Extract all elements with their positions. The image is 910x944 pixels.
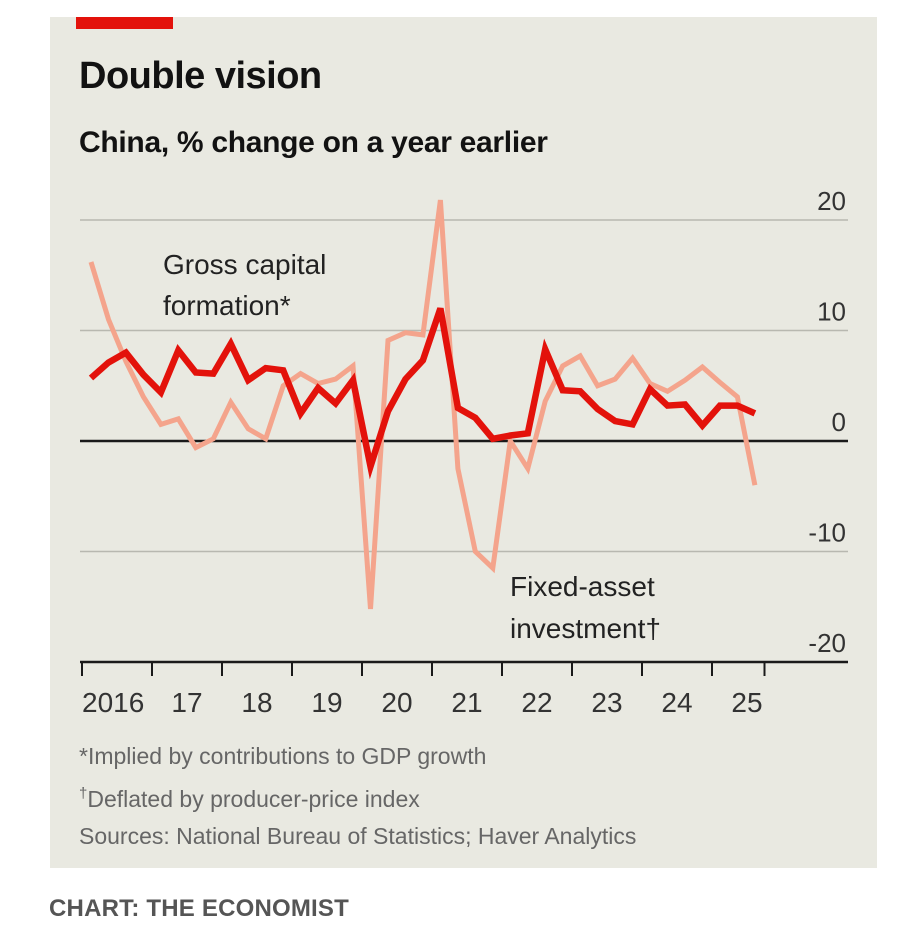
- x-tick-label: 23: [591, 687, 622, 718]
- y-axis-labels: 20 10 0 -10 -20: [808, 186, 846, 658]
- annotation-fixed-asset-line1: Fixed-asset: [510, 571, 655, 602]
- annotations: Gross capital formation* Fixed-asset inv…: [163, 249, 661, 644]
- footnote-1-text: Implied by contributions to GDP growth: [87, 743, 487, 769]
- annotation-gross-capital-line1: Gross capital: [163, 249, 326, 280]
- footnote-2-mark: †: [79, 785, 88, 802]
- chart-panel: [50, 17, 877, 868]
- x-axis: 2016 17 18 19 20 21 22 23 24 25: [80, 660, 848, 718]
- footnote-2-text: Deflated by producer-price index: [87, 786, 420, 812]
- footnote-2: †Deflated by producer-price index: [79, 775, 636, 818]
- footnotes: *Implied by contributions to GDP growth …: [79, 738, 636, 855]
- chart-subtitle: China, % change on a year earlier: [79, 126, 548, 159]
- y-tick-label: -10: [808, 518, 846, 548]
- annotation-fixed-asset-line2: investment†: [510, 613, 661, 644]
- y-tick-label: 20: [817, 186, 846, 216]
- chart-title: Double vision: [79, 55, 322, 97]
- series-line-fixed-asset-investment: [88, 199, 758, 610]
- x-tick-label: 24: [661, 687, 692, 718]
- footnote-1: *Implied by contributions to GDP growth: [79, 738, 636, 775]
- annotation-gross-capital-line2: formation*: [163, 290, 291, 321]
- chart-credit: CHART: THE ECONOMIST: [49, 895, 349, 922]
- x-tick-label: 19: [311, 687, 342, 718]
- x-tick-label: 18: [241, 687, 272, 718]
- sources: Sources: National Bureau of Statistics; …: [79, 823, 637, 849]
- footnote-1-mark: *: [79, 743, 88, 769]
- x-tick-label: 2016: [82, 687, 144, 718]
- series-lines: [88, 199, 758, 610]
- y-tick-label: -20: [808, 628, 846, 658]
- series-line-gross-capital-formation: [88, 307, 757, 480]
- x-tick-label: 21: [451, 687, 482, 718]
- x-tick-label: 20: [381, 687, 412, 718]
- economist-red-bar: [76, 17, 173, 29]
- x-tick-label: 17: [171, 687, 202, 718]
- x-tick-label: 22: [521, 687, 552, 718]
- y-tick-label: 10: [817, 297, 846, 327]
- y-tick-label: 0: [832, 407, 846, 437]
- x-tick-label: 25: [731, 687, 762, 718]
